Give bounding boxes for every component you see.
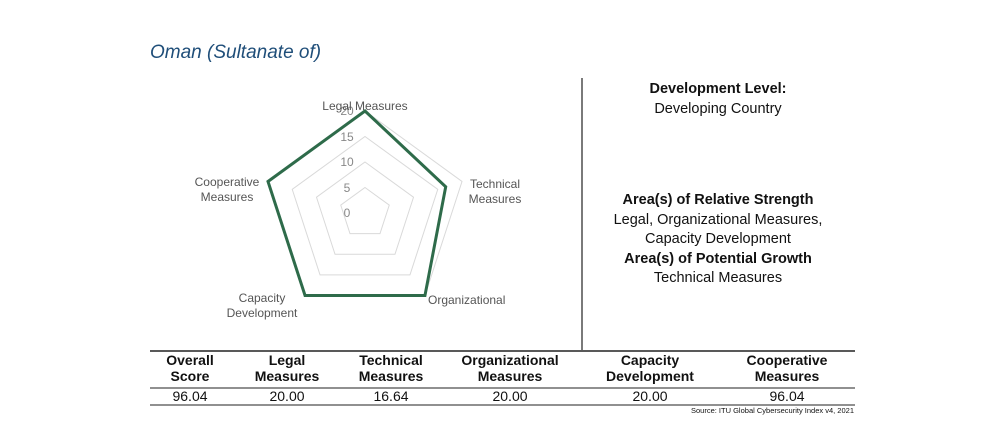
- table-cell: 20.00: [269, 388, 305, 404]
- country-title: Oman (Sultanate of): [150, 42, 322, 63]
- panel-text: Development Level: Developing Country: [590, 80, 846, 119]
- table-cell: 96.04: [172, 388, 208, 404]
- r-tick-label: 0: [343, 206, 351, 220]
- category-label: Technical Measures: [468, 177, 522, 206]
- grid-ring: [340, 186, 390, 235]
- strength: Legal, Organizational Measures, Capacity…: [613, 211, 823, 248]
- table-cell: 96.04: [769, 388, 805, 404]
- grid-ring: [315, 161, 415, 255]
- category-label: Legal Measures: [322, 99, 408, 113]
- table-header: Capacity Development: [606, 352, 694, 384]
- r-tick-label: 10: [340, 155, 354, 169]
- panel-text: Area(s) of Relative Strength Legal, Organ…: [590, 191, 846, 289]
- strength-heading: Area(s) of Relative Strength: [622, 192, 814, 208]
- table-cell: 20.00: [492, 388, 528, 404]
- table-header: Technical Measures: [358, 352, 424, 384]
- radar-area: [266, 109, 448, 298]
- category-label: Capacity Development: [226, 291, 298, 320]
- r-tick-label: 20: [340, 104, 354, 118]
- level: Developing Country: [654, 100, 782, 117]
- table-header: Cooperative Measures: [746, 352, 828, 384]
- growth: Technical Measures: [653, 270, 783, 286]
- r-tick-label: 15: [340, 129, 354, 144]
- table-cell: 20.00: [632, 388, 668, 404]
- category-label: Organizational: [428, 293, 506, 307]
- source: Source: ITU Global Cybersecurity Index v…: [691, 406, 854, 415]
- table-header: Legal Measures: [254, 352, 320, 384]
- table-cell: 16.64: [373, 388, 409, 404]
- level-heading: Development Level:: [649, 81, 787, 97]
- table-header: Organizational Measures: [461, 352, 559, 384]
- r-tick-label: 5: [343, 180, 351, 195]
- growth-heading: Area(s) of Potential Growth: [624, 250, 812, 267]
- grid-ring: [291, 135, 439, 276]
- category-label: Cooperative Measures: [194, 175, 260, 204]
- table-header: Overall Score: [166, 352, 214, 384]
